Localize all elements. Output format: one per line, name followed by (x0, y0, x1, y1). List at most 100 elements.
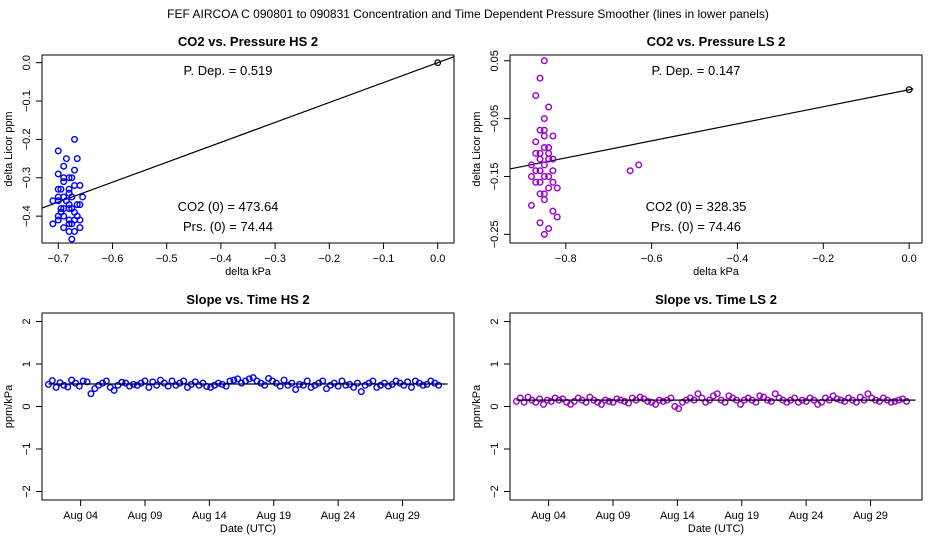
data-point (400, 381, 408, 389)
data-point (527, 201, 535, 209)
data-point (540, 144, 548, 152)
x-tick-label: −0.2 (812, 253, 834, 265)
x-tick-label: Aug 19 (256, 510, 291, 522)
data-point (276, 382, 284, 390)
data-point (841, 397, 849, 405)
y-tick-label: −0.2 (21, 129, 33, 151)
panel-slope-time-hs2: Slope vs. Time HS 2 Aug 04 Aug 09 Aug 14 Aug… (3, 292, 455, 535)
fit-line (41, 56, 455, 209)
data-point (613, 395, 621, 403)
data-point (545, 172, 553, 180)
data-point (334, 382, 342, 390)
data-point (536, 178, 544, 186)
panel-co2-pressure-hs2: CO2 vs. Pressure HS 2 −0.7 −0.6 −0.5 −0.4 −0.… (3, 34, 455, 278)
data-point (752, 398, 760, 406)
data-point (199, 379, 207, 387)
x-tick-label: Aug 09 (596, 510, 631, 522)
data-point (87, 390, 95, 398)
x-tick-label: −0.7 (47, 253, 69, 265)
x-tick-label: 0.0 (901, 253, 916, 265)
data-point (540, 230, 548, 238)
data-point (384, 382, 392, 390)
data-point (62, 197, 70, 205)
data-point (721, 398, 729, 406)
x-tick-label: Aug 29 (853, 510, 888, 522)
y-axis-label: ppm/kPa (3, 384, 15, 428)
data-point (79, 193, 87, 201)
data-point (83, 378, 91, 386)
data-point (76, 201, 84, 209)
chart-title: Slope vs. Time HS 2 (186, 292, 309, 307)
data-point (527, 172, 535, 180)
y-tick-label: −0.4 (21, 205, 33, 227)
x-tick-label: −0.5 (156, 253, 178, 265)
x-tick-label: −0.6 (641, 253, 663, 265)
data-point (261, 381, 269, 389)
x-axis-label: delta kPa (225, 266, 272, 278)
data-point (667, 394, 675, 402)
x-tick-label: Aug 24 (321, 510, 356, 522)
data-point (435, 381, 443, 389)
x-tick-label: Aug 09 (128, 510, 163, 522)
figure-title: FEF AIRCOA C 090801 to 090831 Concentrat… (167, 7, 769, 21)
data-point (536, 155, 544, 163)
y-tick-label: −1 (21, 443, 33, 456)
data-point (75, 382, 83, 390)
data-point (549, 155, 557, 163)
data-point (60, 162, 68, 170)
pressure-dependence-label: P. Dep. = 0.147 (651, 63, 740, 78)
reference-point (434, 59, 442, 67)
data-point (245, 375, 253, 383)
x-tick-label: −0.4 (727, 253, 749, 265)
data-point (536, 149, 544, 157)
data-point (73, 201, 81, 209)
data-point (532, 91, 540, 99)
data-point (532, 149, 540, 157)
y-tick-label: 2 (489, 318, 501, 324)
data-point (713, 390, 721, 398)
y-tick-label: −1 (489, 443, 501, 456)
data-point (54, 170, 62, 178)
data-point (553, 213, 561, 221)
data-point (164, 382, 172, 390)
data-point (230, 376, 238, 384)
data-point (559, 395, 567, 403)
data-point (191, 378, 199, 386)
data-point (68, 235, 76, 243)
data-point (549, 207, 557, 215)
y-tick-label: −2 (21, 485, 33, 498)
data-point (49, 220, 57, 228)
data-point (532, 167, 540, 175)
data-point (299, 381, 307, 389)
data-point (659, 397, 667, 405)
data-point (675, 405, 683, 413)
data-point (68, 204, 76, 212)
data-point (771, 390, 779, 398)
x-axis-label: Date (UTC) (688, 523, 744, 535)
data-point (149, 378, 157, 386)
x-tick-label: −0.1 (373, 253, 395, 265)
plot-frame (41, 54, 455, 244)
x-tick-label: Aug 04 (531, 510, 566, 522)
y-tick-label: −0.3 (21, 167, 33, 189)
chart-title: CO2 vs. Pressure LS 2 (647, 34, 786, 49)
data-point (516, 394, 524, 402)
data-point (303, 377, 311, 385)
data-point (540, 132, 548, 140)
x-tick-label: −0.8 (555, 253, 577, 265)
data-point (864, 390, 872, 398)
data-point (527, 161, 535, 169)
data-point (609, 398, 617, 406)
data-point (65, 189, 73, 197)
data-point (68, 174, 76, 182)
data-point (540, 126, 548, 134)
data-point (57, 185, 65, 193)
data-point (532, 398, 540, 406)
y-tick-label: 0 (489, 403, 501, 409)
data-point (635, 161, 643, 169)
co2-intercept-label: CO2 (0) = 328.35 (646, 199, 747, 214)
data-point (234, 375, 242, 383)
chart-title: CO2 vs. Pressure HS 2 (178, 34, 318, 49)
data-point (540, 161, 548, 169)
fit-line (509, 88, 914, 170)
